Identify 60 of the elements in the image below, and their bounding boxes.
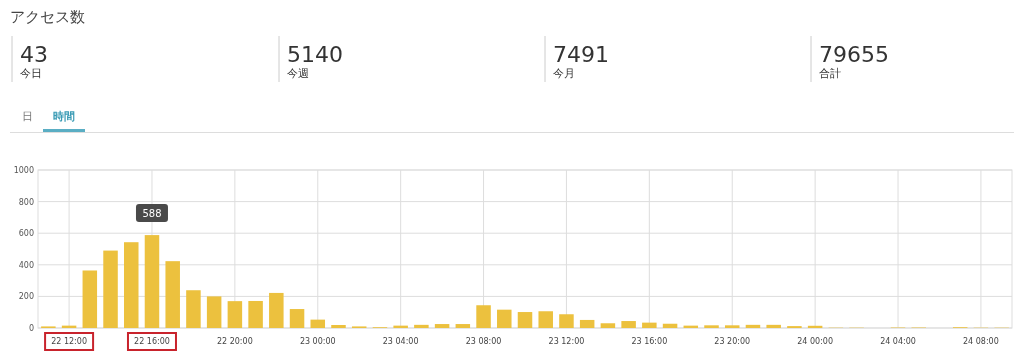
- bar: [497, 309, 512, 328]
- bar: [269, 292, 284, 328]
- bar: [414, 324, 429, 328]
- x-tick-label: 24 00:00: [797, 337, 834, 346]
- bar: [144, 235, 160, 328]
- bar: [766, 324, 781, 328]
- text: 今日: [20, 67, 42, 80]
- x-tick-label: 23 04:00: [382, 337, 419, 346]
- text: 7491: [553, 42, 609, 67]
- bar: [704, 325, 719, 328]
- text: 日: [22, 110, 33, 123]
- bar: [476, 305, 491, 328]
- bar: [579, 319, 595, 328]
- bar: [600, 323, 616, 328]
- y-tick-label: 400: [18, 260, 34, 270]
- bar: [621, 321, 636, 328]
- bar: [289, 309, 305, 328]
- text: 合計: [819, 67, 841, 80]
- x-tick-label: 22 12:00: [51, 337, 87, 346]
- bar: [248, 300, 263, 328]
- bar: [206, 296, 222, 328]
- bar: [124, 242, 139, 328]
- bar: [662, 323, 678, 328]
- x-tick-label: 24 04:00: [880, 337, 916, 346]
- x-tick-label: 22 20:00: [216, 337, 253, 346]
- text: 79655: [819, 42, 889, 67]
- bar: [310, 319, 326, 328]
- y-tick-label: 800: [18, 197, 34, 207]
- bar: [745, 324, 761, 328]
- bar: [434, 324, 450, 328]
- text: 時間: [53, 110, 75, 123]
- bar: [642, 322, 657, 328]
- x-tick-label: 23 08:00: [465, 337, 502, 346]
- text: 5140: [287, 42, 343, 67]
- x-tick-label: 22 16:00: [134, 337, 170, 346]
- y-tick-label: 600: [18, 229, 34, 239]
- y-tick-label: 1000: [13, 166, 34, 175]
- annotation: 588: [142, 208, 162, 220]
- x-tick-label: 23 20:00: [714, 337, 751, 346]
- bar: [82, 270, 98, 328]
- bar: [538, 311, 553, 328]
- bar: [331, 325, 346, 328]
- text: アクセス数: [10, 8, 85, 26]
- bar: [455, 324, 471, 328]
- bar: [227, 301, 243, 328]
- x-tick-label: 23 16:00: [631, 337, 668, 346]
- y-tick-label: 0: [28, 324, 34, 333]
- bar: [559, 314, 574, 328]
- x-tick-label: 24 08:00: [963, 337, 999, 346]
- bar: [103, 250, 118, 328]
- text: 今週: [287, 67, 309, 80]
- y-tick-label: 200: [18, 292, 34, 302]
- bar: [517, 312, 533, 328]
- bar: [165, 261, 180, 328]
- text: 43: [20, 42, 48, 67]
- bar: [724, 325, 740, 328]
- x-tick-label: 23 12:00: [548, 337, 585, 346]
- bar: [186, 290, 201, 328]
- x-tick-label: 23 00:00: [299, 337, 336, 346]
- text: 今月: [553, 67, 575, 80]
